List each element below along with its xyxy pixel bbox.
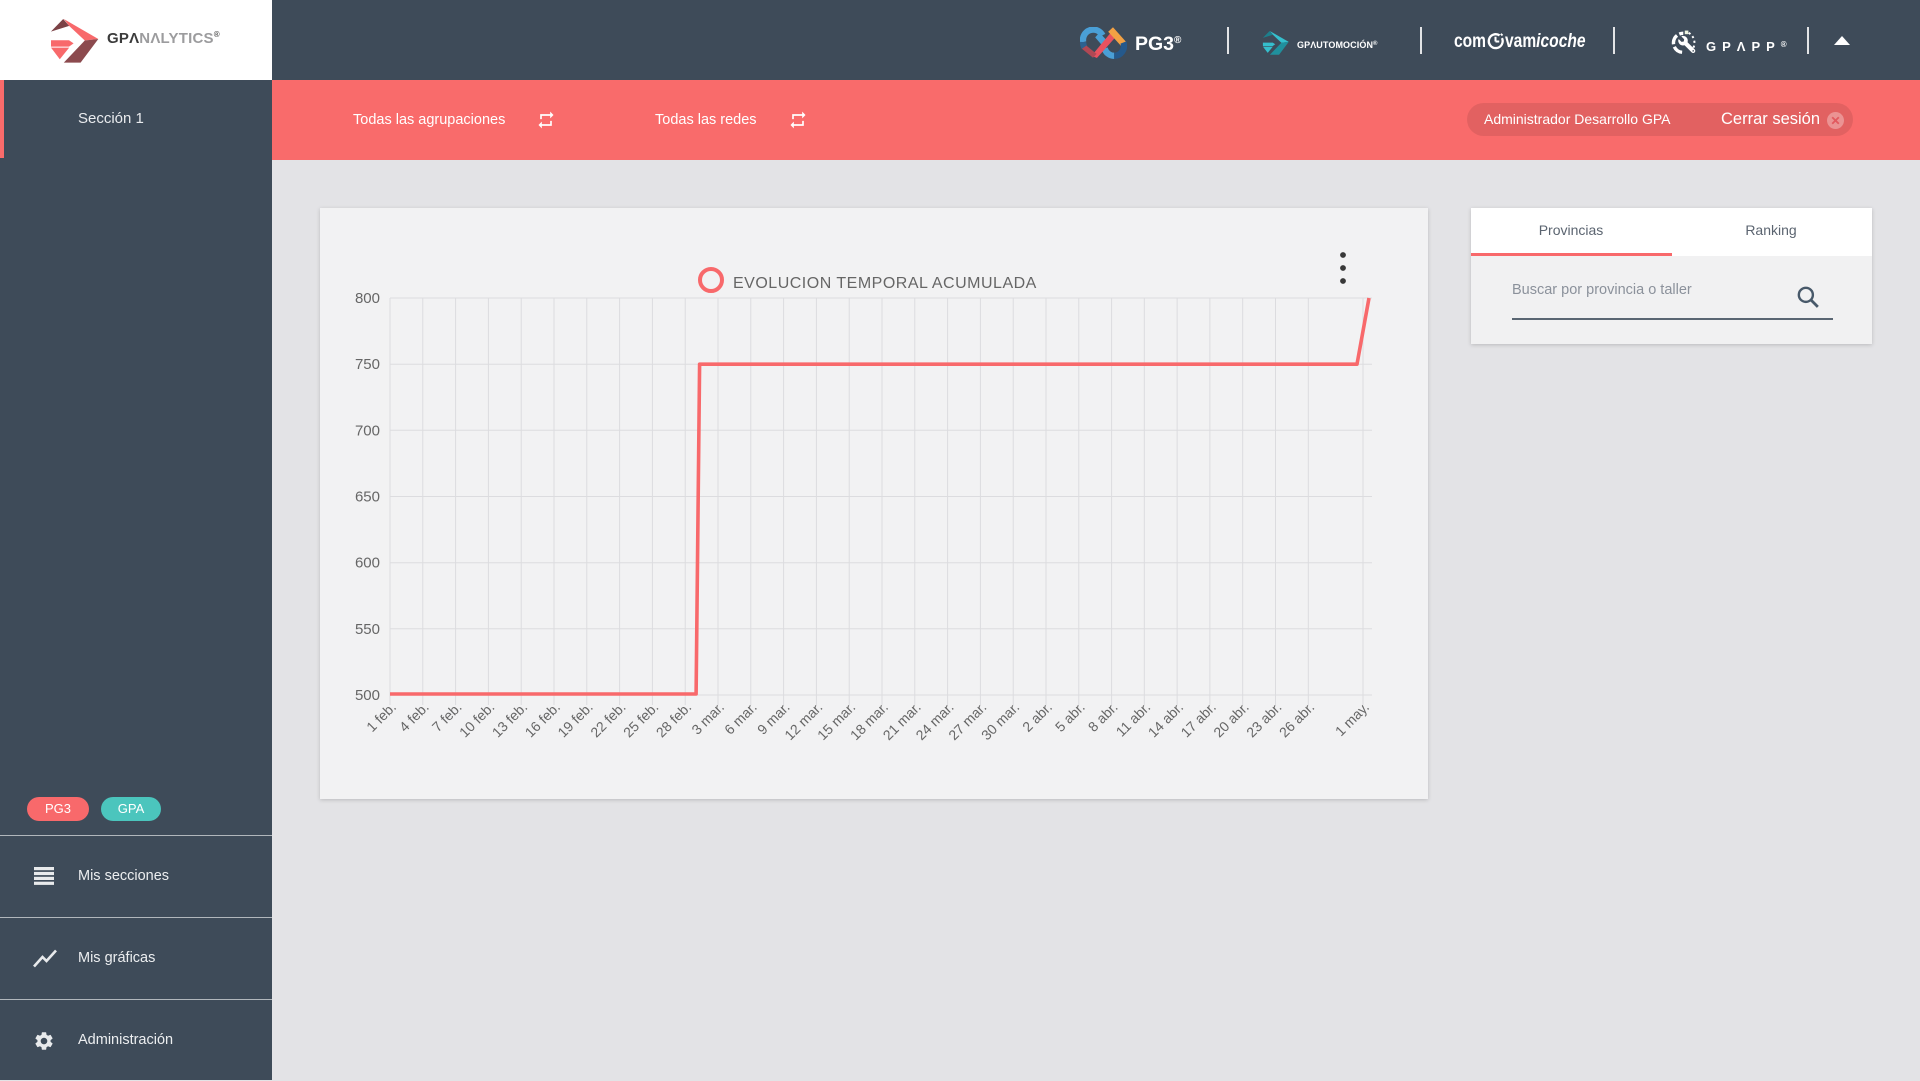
svg-text:26 abr.: 26 abr. xyxy=(1276,699,1318,741)
svg-text:550: 550 xyxy=(355,621,380,638)
svg-text:22 feb.: 22 feb. xyxy=(587,699,629,741)
svg-text:11 abr.: 11 abr. xyxy=(1113,699,1154,740)
svg-text:800: 800 xyxy=(355,290,380,307)
svg-text:750: 750 xyxy=(355,356,380,373)
svg-text:5 abr.: 5 abr. xyxy=(1052,699,1088,735)
svg-text:13 feb.: 13 feb. xyxy=(489,699,531,741)
svg-text:14 abr.: 14 abr. xyxy=(1145,699,1187,741)
svg-text:17 abr.: 17 abr. xyxy=(1177,699,1219,741)
svg-text:700: 700 xyxy=(355,422,380,439)
svg-text:1 may.: 1 may. xyxy=(1332,699,1372,739)
svg-text:EVOLUCION TEMPORAL ACUMULADA: EVOLUCION TEMPORAL ACUMULADA xyxy=(733,275,1037,292)
svg-text:1 feb.: 1 feb. xyxy=(363,699,399,735)
svg-text:650: 650 xyxy=(355,489,380,506)
svg-text:500: 500 xyxy=(355,687,380,704)
svg-text:23 abr.: 23 abr. xyxy=(1243,699,1285,741)
svg-text:600: 600 xyxy=(355,555,380,572)
svg-text:28 feb.: 28 feb. xyxy=(653,699,695,741)
svg-text:20 abr.: 20 abr. xyxy=(1210,699,1252,741)
svg-text:2 abr.: 2 abr. xyxy=(1019,699,1055,735)
svg-text:4 feb.: 4 feb. xyxy=(396,699,432,735)
svg-text:19 feb.: 19 feb. xyxy=(554,699,596,741)
svg-text:10 feb.: 10 feb. xyxy=(456,699,498,741)
svg-text:16 feb.: 16 feb. xyxy=(522,699,564,741)
svg-text:25 feb.: 25 feb. xyxy=(620,699,662,741)
svg-text:6 mar.: 6 mar. xyxy=(721,699,760,738)
svg-text:3 mar.: 3 mar. xyxy=(688,699,727,738)
